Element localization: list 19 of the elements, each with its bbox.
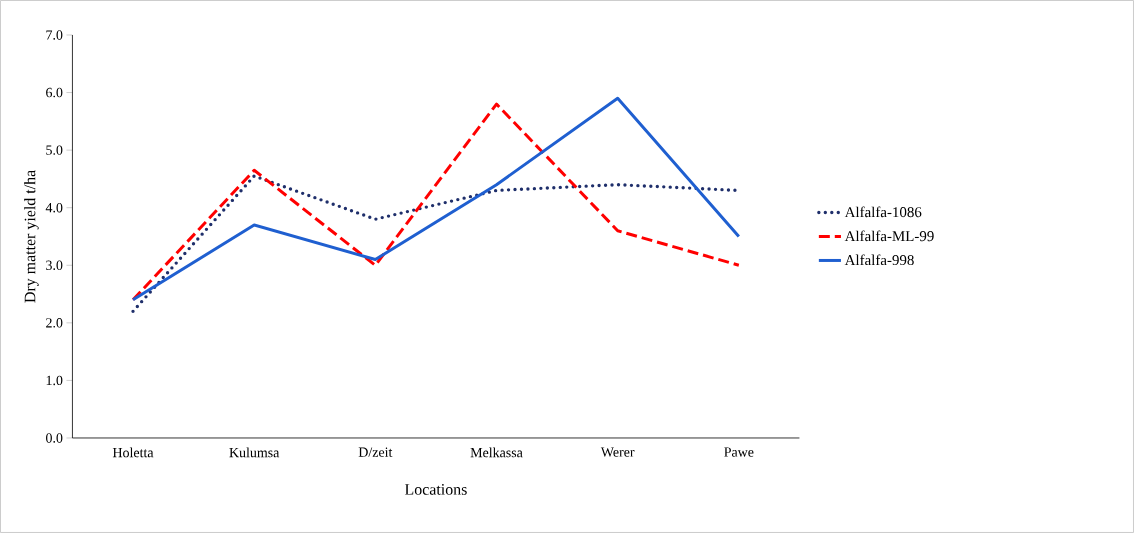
x-tick-label: Melkassa <box>470 447 523 458</box>
y-tick-label: 4.0 <box>45 202 63 213</box>
y-tick-label: 3.0 <box>46 260 63 271</box>
y-tick-label: 6.0 <box>46 87 63 98</box>
x-tick-label: Werer <box>600 447 635 457</box>
y-tick-label: 2.0 <box>46 318 63 328</box>
legend-label: Alfalfa-1086 <box>844 206 922 218</box>
y-tick-label: 1.0 <box>46 375 63 386</box>
y-tick-label: 0.0 <box>46 433 63 443</box>
legend-label: Alfalfa-998 <box>844 254 914 266</box>
y-tick-label: 5.0 <box>46 145 63 155</box>
y-tick-label: 7.0 <box>46 30 63 40</box>
x-tick-label: Kulumsa <box>229 447 280 458</box>
x-axis-title: Locations <box>404 484 467 495</box>
x-tick-label: D/zeit <box>358 447 393 457</box>
x-tick-label: Pawe <box>724 447 754 457</box>
legend-label: Alfalfa-ML-99 <box>844 230 934 242</box>
x-tick-label: Holetta <box>112 447 154 458</box>
y-axis-title: Dry matter yield t/ha <box>24 170 39 303</box>
